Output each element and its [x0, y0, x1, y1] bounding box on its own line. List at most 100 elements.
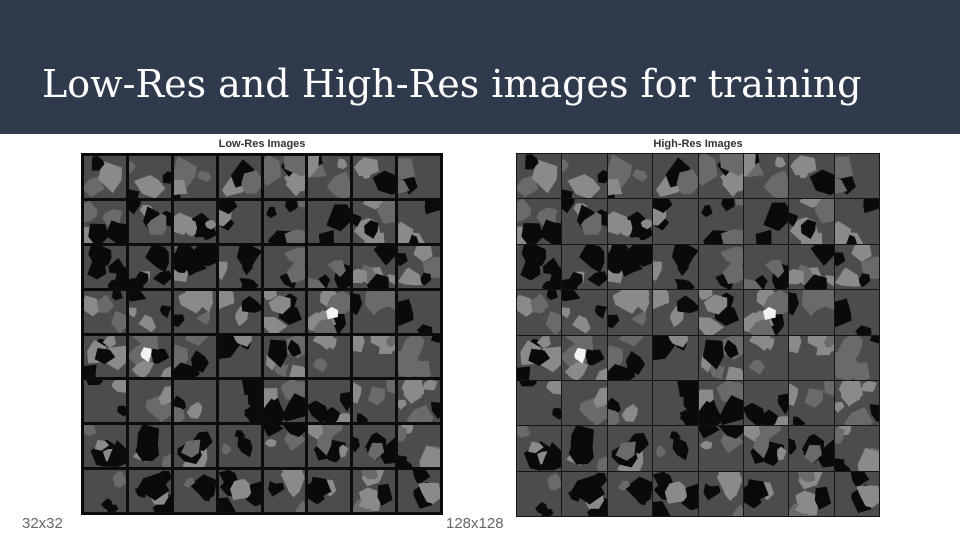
- low-res-tile: [128, 380, 171, 423]
- low-res-tile: [84, 425, 126, 468]
- low-res-tile: [84, 335, 126, 378]
- high-res-tile: [653, 199, 698, 244]
- low-res-tile: [173, 470, 216, 512]
- low-res-tile: [308, 200, 351, 243]
- high-res-tile: [562, 335, 607, 380]
- high-res-tile: [789, 154, 834, 199]
- low-res-tile: [398, 380, 440, 423]
- high-res-tile: [834, 290, 879, 335]
- high-res-tile: [834, 380, 879, 426]
- high-res-tile: [607, 335, 653, 380]
- low-res-tile: [128, 335, 171, 378]
- high-res-tile: [607, 471, 653, 516]
- high-res-tile: [517, 154, 562, 199]
- high-res-tile: [562, 199, 607, 244]
- low-res-tile: [308, 156, 351, 198]
- high-res-tile: [698, 380, 743, 426]
- low-res-tile: [218, 156, 261, 198]
- high-res-tile: [562, 380, 607, 426]
- low-res-tile: [308, 470, 351, 512]
- low-res-tile: [263, 290, 306, 333]
- high-res-tile: [834, 335, 879, 380]
- low-res-tile: [398, 245, 440, 288]
- high-res-tile: [517, 335, 562, 380]
- low-res-tile: [218, 290, 261, 333]
- high-res-tile: [743, 335, 789, 380]
- high-res-tile: [834, 154, 879, 199]
- high-res-tile: [743, 154, 789, 199]
- high-res-tile: [607, 380, 653, 426]
- low-res-tile: [84, 200, 126, 243]
- low-res-tile: [353, 380, 396, 423]
- high-res-tile: [789, 471, 834, 516]
- low-res-image-grid: [81, 153, 443, 515]
- high-res-tile: [653, 380, 698, 426]
- low-res-tile: [353, 245, 396, 288]
- high-res-tile: [698, 244, 743, 290]
- high-res-tile: [789, 426, 834, 471]
- low-res-tile: [398, 425, 440, 468]
- high-res-tile: [517, 199, 562, 244]
- high-res-tile: [653, 426, 698, 471]
- high-res-tile: [743, 244, 789, 290]
- high-res-tile: [698, 471, 743, 516]
- high-res-tile: [607, 426, 653, 471]
- low-res-panel-title: Low-Res Images: [218, 138, 306, 150]
- high-res-tile: [834, 471, 879, 516]
- low-res-tile: [263, 335, 306, 378]
- high-res-tile: [789, 335, 834, 380]
- high-res-tile: [743, 426, 789, 471]
- low-res-tile: [353, 200, 396, 243]
- high-res-tile: [743, 199, 789, 244]
- low-res-tile: [263, 200, 306, 243]
- high-res-tile: [562, 244, 607, 290]
- low-res-tile: [218, 245, 261, 288]
- high-res-tile: [653, 335, 698, 380]
- low-res-tile: [398, 335, 440, 378]
- low-res-tile: [308, 290, 351, 333]
- high-res-tile: [653, 154, 698, 199]
- high-res-tile: [517, 244, 562, 290]
- low-res-tile: [218, 200, 261, 243]
- high-res-tile: [517, 471, 562, 516]
- low-res-tile: [173, 380, 216, 423]
- high-res-image-grid: [516, 153, 880, 517]
- low-res-tile: [353, 335, 396, 378]
- low-res-tile: [128, 470, 171, 512]
- high-res-tile: [789, 290, 834, 335]
- high-res-size-caption: 128x128: [446, 515, 504, 532]
- low-res-tile: [308, 245, 351, 288]
- high-res-tile: [607, 244, 653, 290]
- high-res-tile: [653, 471, 698, 516]
- low-res-tile: [308, 425, 351, 468]
- slide-title: Low-Res and High-Res images for training: [42, 62, 862, 106]
- high-res-tile: [653, 244, 698, 290]
- high-res-panel-title: High-Res Images: [653, 138, 743, 150]
- high-res-tile: [653, 290, 698, 335]
- high-res-tile: [698, 290, 743, 335]
- low-res-size-caption: 32x32: [22, 515, 63, 532]
- low-res-tile: [398, 470, 440, 512]
- high-res-tile: [698, 335, 743, 380]
- low-res-tile: [173, 290, 216, 333]
- high-res-tile: [698, 199, 743, 244]
- low-res-tile: [353, 425, 396, 468]
- low-res-tile: [263, 380, 306, 423]
- low-res-tile: [218, 470, 261, 512]
- high-res-tile: [607, 199, 653, 244]
- high-res-tile: [517, 290, 562, 335]
- low-res-tile: [398, 290, 440, 333]
- slide-header: Low-Res and High-Res images for training: [0, 0, 960, 134]
- low-res-tile: [353, 290, 396, 333]
- low-res-tile: [173, 425, 216, 468]
- high-res-tile: [562, 471, 607, 516]
- high-res-tile: [789, 199, 834, 244]
- high-res-tile: [517, 380, 562, 426]
- low-res-tile: [263, 245, 306, 288]
- high-res-tile: [834, 426, 879, 471]
- low-res-tile: [398, 200, 440, 243]
- low-res-tile: [308, 335, 351, 378]
- low-res-tile: [84, 470, 126, 512]
- high-res-tile: [834, 244, 879, 290]
- high-res-tile: [789, 380, 834, 426]
